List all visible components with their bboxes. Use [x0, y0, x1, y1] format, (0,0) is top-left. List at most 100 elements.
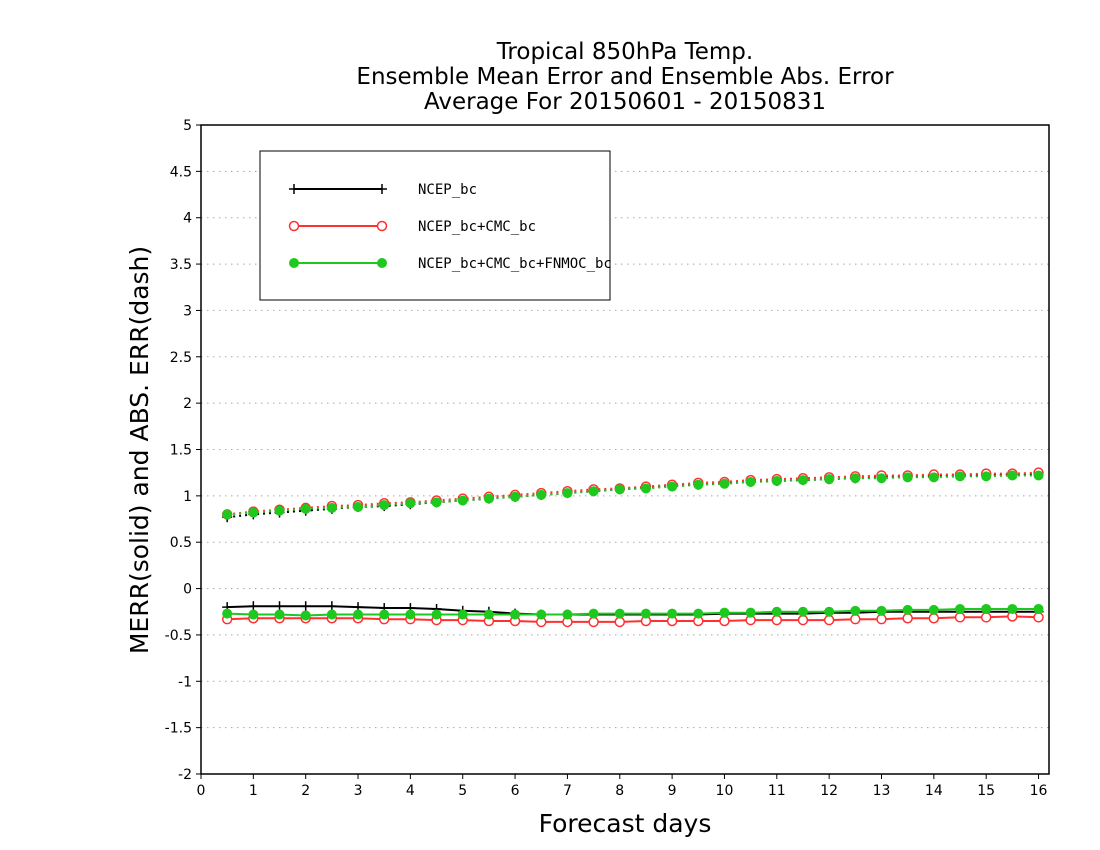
x-axis: 0 1 2 3 4 5 6 7 8 9 10 11 12 13 14 15 16 — [197, 774, 1048, 799]
legend-marker — [377, 258, 387, 268]
x-tick-label: 9 — [668, 783, 677, 799]
mean-error-point — [222, 608, 233, 619]
mean-error-point — [510, 609, 521, 620]
mean-error-point — [745, 607, 756, 618]
y-tick-label: 3.5 — [170, 257, 192, 273]
x-tick-label: 13 — [873, 783, 891, 799]
mean-error-point — [457, 609, 468, 620]
mean-error-point — [1033, 612, 1044, 623]
mean-error-point — [824, 606, 835, 617]
legend-marker — [289, 258, 299, 268]
mean-error-point — [588, 616, 599, 628]
x-tick-label: 12 — [820, 783, 838, 799]
abs-error-point — [667, 481, 678, 492]
abs-error-point — [405, 498, 416, 509]
abs-error-point — [326, 502, 337, 513]
abs-error-point — [274, 505, 285, 516]
series-0 — [222, 469, 1044, 620]
y-tick-label: -0.5 — [165, 628, 192, 644]
mean-error-point — [614, 616, 626, 628]
mean-error-point — [274, 601, 285, 612]
mean-error-point — [902, 612, 913, 624]
chart-title: Tropical 850hPa Temp. Ensemble Mean Erro… — [356, 39, 894, 115]
mean-error-point — [248, 609, 259, 620]
mean-error-point — [1007, 603, 1018, 614]
mean-error-point — [981, 603, 992, 614]
x-tick-label: 15 — [977, 783, 995, 799]
abs-error-point — [431, 497, 442, 508]
plot-series — [221, 467, 1044, 628]
mean-error-point — [719, 607, 730, 618]
x-tick-label: 0 — [197, 783, 206, 799]
chart-title-line-1: Tropical 850hPa Temp. — [496, 39, 753, 65]
mean-error-point — [300, 601, 311, 612]
x-tick-label: 11 — [768, 783, 786, 799]
abs-error-point — [902, 472, 913, 483]
mean-error-point — [562, 609, 573, 620]
y-tick-label: -1.5 — [165, 721, 192, 737]
legend-marker — [288, 220, 300, 232]
mean-error-point — [928, 604, 939, 615]
y-tick-label: 5 — [183, 118, 192, 134]
mean-error-point — [431, 609, 442, 620]
y-tick-label: 1 — [183, 489, 192, 505]
abs-error-point — [876, 473, 887, 484]
mean-error-point — [719, 615, 730, 627]
mean-error-point — [876, 605, 887, 616]
abs-error-point — [536, 489, 547, 500]
abs-error-point — [771, 476, 782, 487]
mean-error-point — [928, 612, 940, 624]
abs-error-point — [614, 484, 625, 495]
mean-error-point — [326, 601, 337, 612]
legend-marker — [376, 220, 388, 232]
mean-error-point — [980, 612, 992, 623]
abs-error-point — [222, 509, 233, 520]
legend-label: NCEP_bc+CMC_bc+FNMOC_bc — [418, 256, 612, 272]
abs-error-point — [457, 495, 468, 506]
abs-error-point — [797, 475, 808, 486]
y-axis-label: MERR(solid) and ABS. ERR(dash) — [125, 246, 154, 654]
mean-error-point — [274, 609, 285, 620]
abs-error-point — [719, 478, 730, 489]
x-tick-label: 16 — [1030, 783, 1048, 799]
abs-error-point — [955, 471, 966, 482]
abs-error-point — [353, 501, 364, 512]
abs-error-point — [850, 473, 861, 484]
x-tick-label: 4 — [406, 783, 415, 799]
mean-error-point — [248, 601, 259, 612]
mean-error-point — [536, 609, 547, 620]
mean-error-point — [300, 610, 311, 621]
mean-error-point — [588, 608, 599, 619]
abs-error-point — [693, 479, 704, 490]
x-tick-label: 5 — [458, 783, 467, 799]
y-axis: -2 -1.5 -1 -0.5 0 0.5 1 1.5 2 2.5 3 3.5 4 4.5 5 — [165, 118, 201, 783]
mean-error-point — [614, 608, 625, 619]
y-tick-label: 2.5 — [170, 350, 192, 366]
x-tick-label: 3 — [354, 783, 363, 799]
abs-error-point — [745, 476, 756, 487]
abs-error-point — [928, 472, 939, 483]
abs-error-point — [248, 507, 259, 518]
legend-marker — [289, 184, 299, 194]
mean-error-point — [797, 606, 808, 617]
abs-error-point — [562, 488, 573, 499]
mean-error-line — [227, 615, 1039, 623]
y-tick-label: 4.5 — [170, 164, 192, 180]
chart-title-line-3: Average For 20150601 - 20150831 — [424, 89, 826, 115]
mean-error-point — [1033, 603, 1044, 614]
series-1 — [221, 467, 1044, 628]
y-tick-label: 4 — [183, 211, 192, 227]
abs-error-point — [640, 483, 651, 494]
mean-error-point — [902, 604, 913, 615]
mean-error-point — [876, 613, 887, 625]
x-tick-label: 8 — [615, 783, 624, 799]
mean-error-point — [850, 613, 861, 625]
abs-error-point — [981, 471, 992, 482]
mean-error-point — [693, 608, 704, 619]
x-tick-label: 14 — [925, 783, 943, 799]
legend-entry: NCEP_bc — [289, 182, 477, 198]
plot-frame — [200, 124, 1050, 775]
x-axis-label: Forecast days — [539, 809, 712, 838]
y-tick-label: 0.5 — [170, 535, 192, 551]
